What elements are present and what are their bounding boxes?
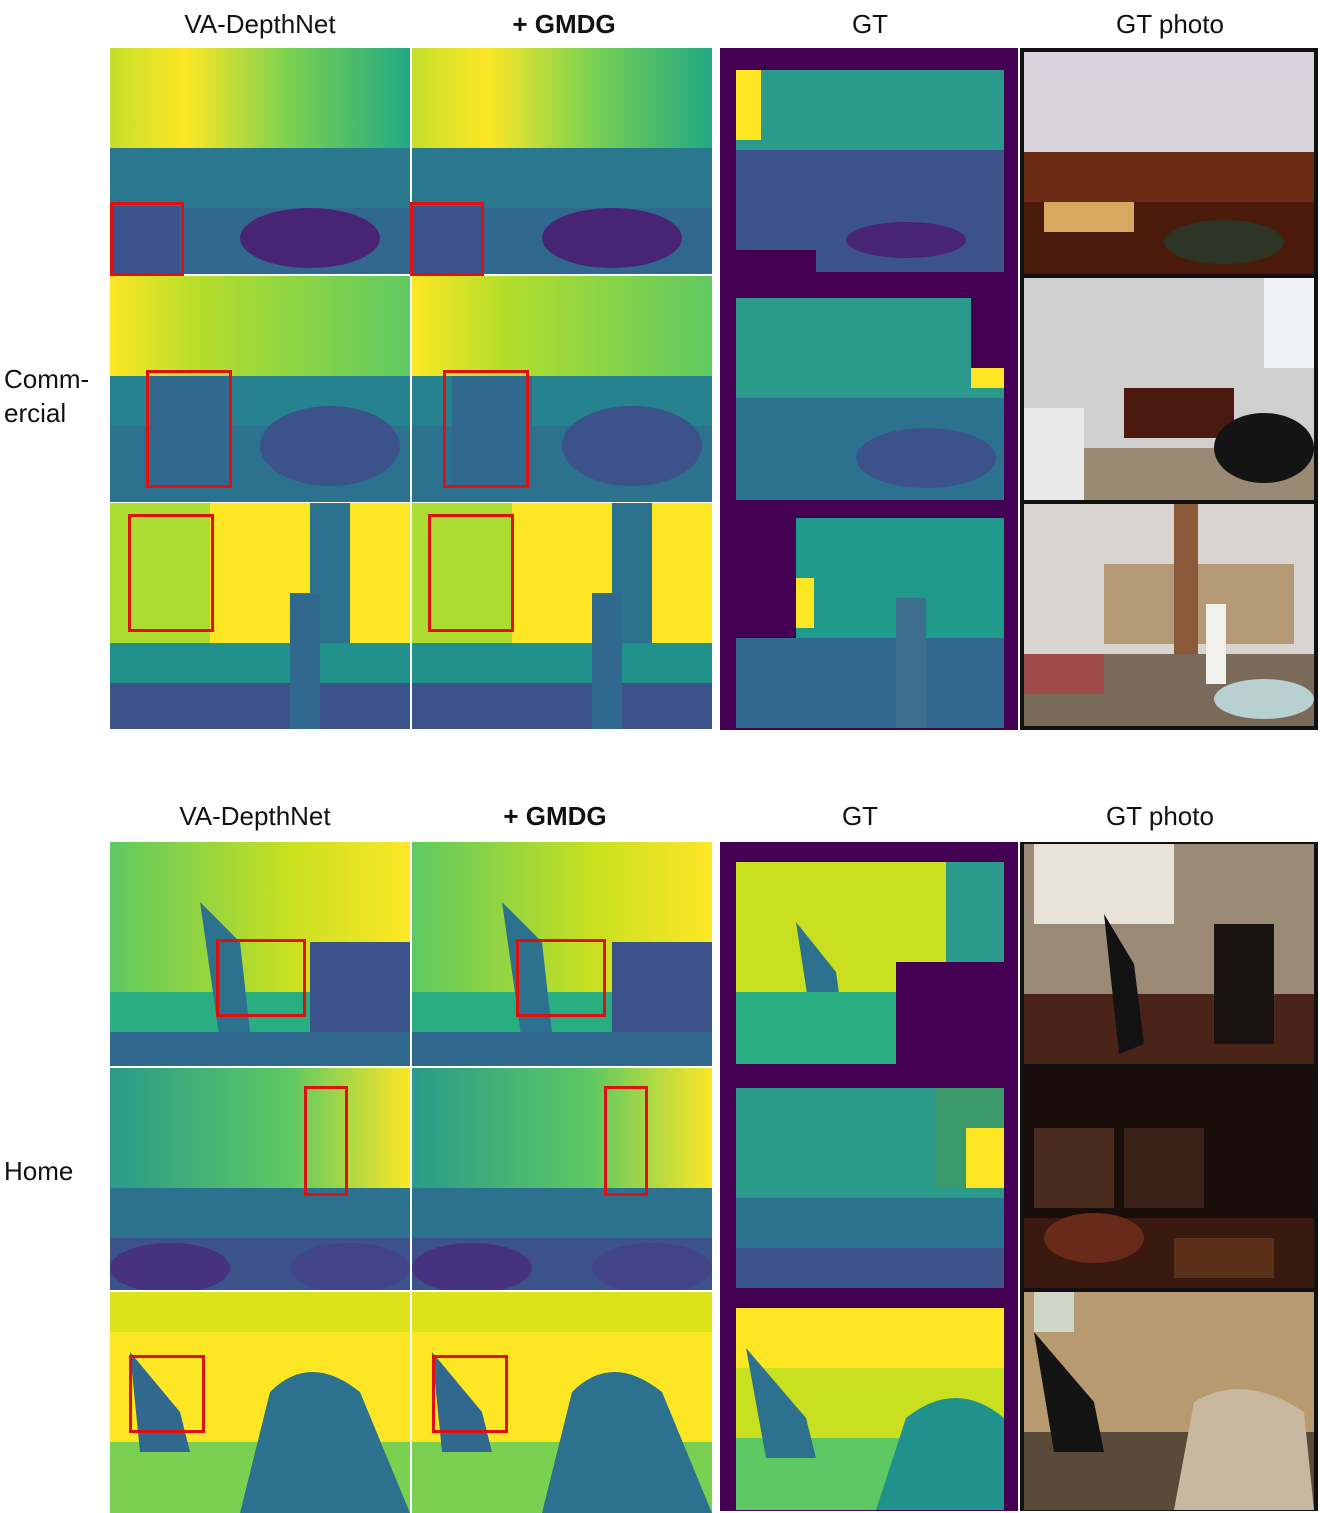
- gt-depth-map-4: [736, 862, 1004, 1064]
- column-header-gt: GT: [851, 9, 889, 39]
- gt-depth-map-3: [736, 518, 1004, 728]
- gt-photo-4: [1024, 844, 1314, 1064]
- depth-map-gmdg-3: [412, 503, 712, 729]
- gt-depth-map-6: [736, 1308, 1004, 1510]
- gt-photo-6: [1024, 1292, 1314, 1510]
- gt-depth-map-2: [736, 298, 1004, 500]
- column-header-gt: GT: [841, 801, 879, 831]
- gt-photo-1: [1024, 52, 1314, 274]
- row-label-commercial: Comm- ercial: [4, 362, 104, 430]
- depth-map-va-depthnet-2: [110, 276, 410, 502]
- depth-map-va-depthnet-1: [110, 48, 410, 274]
- highlight-box: [410, 202, 484, 276]
- depth-map-va-depthnet-3: [110, 503, 410, 729]
- highlight-box: [128, 514, 214, 632]
- highlight-box: [604, 1086, 648, 1196]
- depth-map-va-depthnet-4: [110, 842, 410, 1066]
- depth-map-gmdg-2: [412, 276, 712, 502]
- depth-map-va-depthnet-6: [110, 1292, 410, 1513]
- depth-map-gmdg-4: [412, 842, 712, 1066]
- gt-photo-3: [1024, 504, 1314, 726]
- depth-map-gmdg-1: [412, 48, 712, 274]
- gt-photo-2: [1024, 278, 1314, 500]
- section-commercial: VA-DepthNet + GMDG GT GT photo Comm- erc…: [0, 6, 1320, 730]
- gt-depth-map-1: [736, 70, 1004, 272]
- highlight-box: [216, 939, 306, 1017]
- section-home: VA-DepthNet + GMDG GT GT photo Home: [0, 798, 1320, 1513]
- depth-map-gmdg-6: [412, 1292, 712, 1513]
- highlight-box: [129, 1355, 205, 1433]
- column-header-gmdg: + GMDG: [503, 801, 607, 831]
- highlight-box: [146, 370, 232, 488]
- highlight-box: [428, 514, 514, 632]
- column-header-va-depthnet: VA-DepthNet: [184, 9, 336, 39]
- row-label-line: Home: [4, 1156, 74, 1186]
- gt-depth-map-5: [736, 1088, 1004, 1288]
- row-label-line: ercial: [4, 398, 67, 428]
- highlight-box: [110, 202, 184, 276]
- column-header-gmdg: + GMDG: [512, 9, 616, 39]
- gt-photo-5: [1024, 1068, 1314, 1288]
- depth-map-gmdg-5: [412, 1068, 712, 1290]
- column-header-va-depthnet: VA-DepthNet: [179, 801, 331, 831]
- highlight-box: [516, 939, 606, 1017]
- highlight-box: [432, 1355, 508, 1433]
- row-label-line: Comm-: [4, 364, 90, 394]
- depth-map-va-depthnet-5: [110, 1068, 410, 1290]
- highlight-box: [304, 1086, 348, 1196]
- highlight-box: [443, 370, 529, 488]
- column-header-gt-photo: GT photo: [1116, 9, 1224, 39]
- column-header-gt-photo: GT photo: [1106, 801, 1214, 831]
- row-label-home: Home: [4, 1154, 104, 1188]
